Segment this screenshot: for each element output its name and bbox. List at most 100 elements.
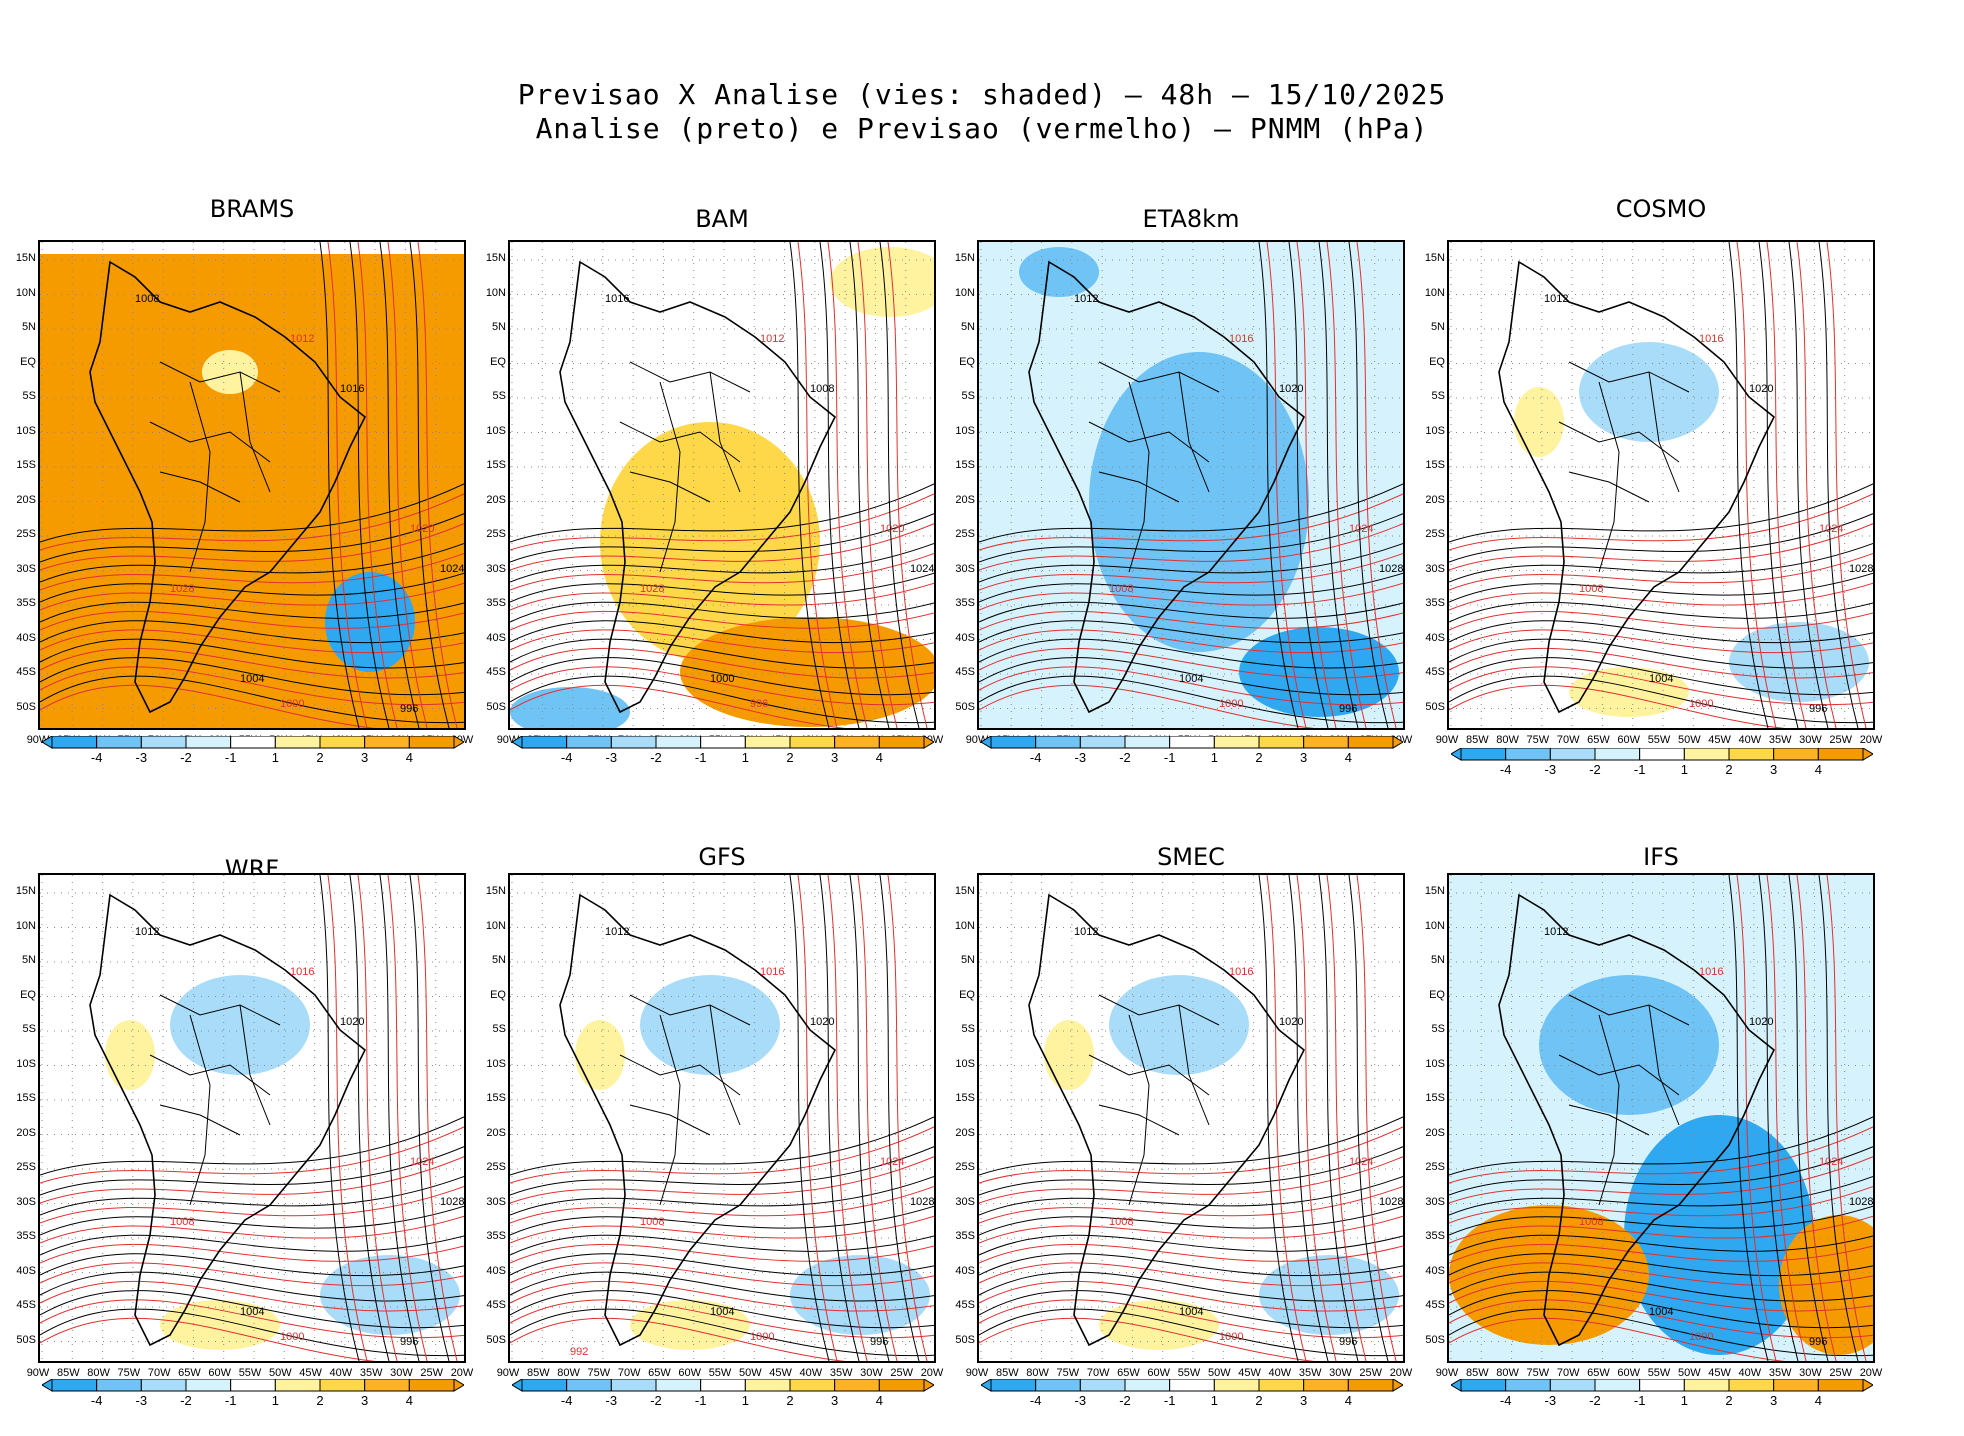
country-border [189, 1014, 211, 1206]
colorbar-arrow [1451, 748, 1462, 761]
colorbar-label: 2 [1255, 750, 1263, 765]
latitude-label: 5S [961, 1023, 975, 1035]
map-shading: 1012 1016 1020 1024 1028 1008 1004 1000 996 [979, 242, 1403, 728]
longitude-label: 90W [1435, 734, 1459, 746]
negative-bias-area [325, 572, 415, 672]
forecast-isobar [827, 242, 868, 728]
analysis-isobar [510, 1146, 934, 1196]
isobar-label: 1000 [750, 1331, 774, 1343]
latitude-label: 30S [16, 1195, 36, 1208]
colorbar-segment [1347, 736, 1394, 749]
analysis-isobar [510, 675, 934, 724]
colorbar-segment [1683, 748, 1730, 761]
analysis-isobar [40, 542, 464, 583]
latitude-label: 25S [486, 1161, 506, 1173]
forecast-isobar [1826, 242, 1867, 728]
longitude-label: 85W [1465, 1367, 1489, 1379]
forecast-isobar [1449, 610, 1873, 631]
latitude-label: 5N [21, 321, 36, 333]
colorbar-segment [878, 1379, 925, 1392]
forecast-isobar [1266, 242, 1307, 728]
latitude-label: 35S [1425, 1230, 1445, 1242]
colorbar-arrow [1862, 748, 1873, 761]
map-panel-ifs: 1012 1016 1020 1024 1028 1008 1004 1000 996 [1447, 873, 1875, 1363]
panel-title: GFS [698, 843, 746, 871]
latitude-label: 25S [16, 1161, 36, 1173]
forecast-isobar [979, 647, 1403, 679]
negative-bias-area [320, 1255, 460, 1335]
isobar-label: 1028 [170, 583, 194, 595]
forecast-isobar [40, 493, 464, 551]
latitude-label: 15S [955, 1092, 975, 1104]
analysis-isobar [879, 242, 920, 728]
forecast-isobar [510, 493, 934, 551]
analysis-isobar [40, 638, 464, 669]
colorbar-segment [1817, 1379, 1864, 1392]
analysis-isobar [1449, 1308, 1873, 1357]
forecast-isobar [510, 1299, 934, 1339]
analysis-isobar [979, 638, 1403, 669]
colorbar-label: 1 [1210, 1393, 1218, 1408]
longitude-label: 70W [1556, 1367, 1580, 1379]
isobar-label: 1024 [910, 563, 934, 575]
longitude-label: 50W [1677, 734, 1701, 746]
forecast-isobar [1296, 242, 1337, 728]
longitude-label: 20W [920, 1367, 944, 1379]
colorbar-segment [1639, 748, 1685, 761]
isobar-label: 1012 [1074, 926, 1098, 938]
latitude-label: 15S [16, 459, 36, 471]
country-border [1648, 371, 1680, 493]
country-border [1598, 381, 1620, 573]
analysis-isobar [510, 620, 934, 644]
isobar-label: 1024 [440, 563, 464, 575]
latitude-label: 5N [491, 954, 506, 966]
forecast-isobar [827, 875, 868, 1361]
colorbar [42, 1379, 464, 1392]
isobar-label: 1008 [1579, 1216, 1603, 1228]
longitude-label: 90W [1435, 1367, 1459, 1379]
forecast-isobar [1449, 493, 1873, 551]
colorbar-segment [364, 1379, 410, 1392]
analysis-isobar [510, 657, 934, 696]
analysis-isobar [819, 242, 860, 728]
latitude-label: 15N [485, 252, 506, 264]
forecast-isobar [979, 582, 1403, 611]
analysis-isobar [979, 620, 1403, 644]
forecast-isobar [40, 1299, 464, 1339]
forecast-isobar [979, 1280, 1403, 1312]
longitude-label: 90W [965, 1367, 989, 1379]
colorbar-segment [1169, 736, 1215, 749]
latitude-label: 20S [955, 493, 975, 506]
forecast-isobar [387, 242, 428, 728]
map-shading: 1012 1016 1020 1024 1028 1008 1004 1000 996 [1449, 242, 1873, 728]
analysis-isobar [1449, 1175, 1873, 1216]
colorbar-label: -3 [135, 1393, 148, 1408]
isobar-label: 1020 [340, 1016, 364, 1028]
latitude-label: 45S [486, 1299, 506, 1311]
colorbar-segment [878, 736, 925, 749]
colorbar-label: -1 [694, 1393, 707, 1408]
longitude-label: 45W [1708, 734, 1731, 746]
latitude-label: 35S [16, 597, 36, 609]
forecast-isobar [979, 1299, 1403, 1339]
latitude-label: 15S [1425, 1092, 1445, 1104]
latitude-label: 15S [1425, 459, 1445, 471]
analysis-isobar [1318, 875, 1359, 1361]
latitude-label: 15S [955, 459, 975, 471]
latitude-label: 10S [486, 1057, 506, 1070]
colorbar-segment [744, 736, 791, 749]
forecast-isobar [510, 1156, 934, 1204]
isobar-label: 1008 [1579, 583, 1603, 595]
latitude-label: EQ [20, 988, 36, 1001]
forecast-isobar [857, 875, 898, 1361]
latitude-label: 50S [486, 1333, 506, 1346]
colorbar-segment [364, 736, 410, 749]
colorbar-segment [1124, 736, 1171, 749]
latitude-label: 10S [1425, 1057, 1445, 1070]
longitude-label: 40W [1738, 734, 1762, 746]
analysis-isobar [379, 875, 420, 1361]
colorbar-label: 3 [831, 750, 839, 765]
longitude-label: 85W [526, 1367, 550, 1379]
analysis-isobar [510, 483, 934, 543]
isobar-label: 1016 [1699, 966, 1723, 978]
